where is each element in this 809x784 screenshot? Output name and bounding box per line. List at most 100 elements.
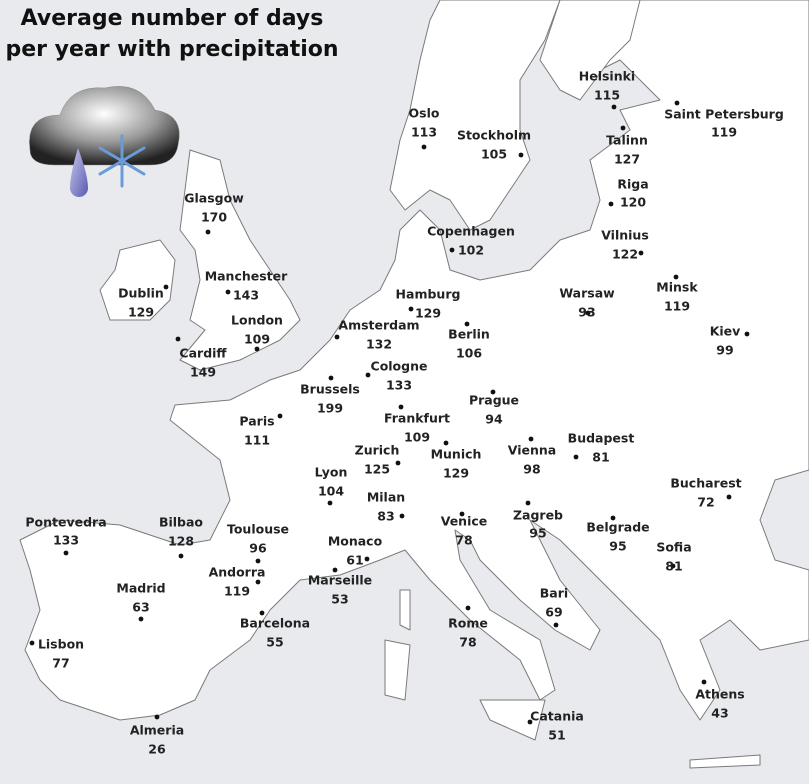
city-name: Copenhagen — [427, 224, 515, 239]
city-days: 115 — [594, 88, 620, 103]
city-name: Budapest — [568, 431, 635, 446]
city-dot — [527, 719, 533, 725]
city-dot — [254, 346, 260, 352]
city-dot — [138, 616, 144, 622]
city-days: 77 — [52, 656, 69, 671]
city-name: Milan — [367, 490, 405, 505]
city-name: Rome — [448, 616, 488, 631]
city-days: 128 — [168, 534, 194, 549]
city-dot — [611, 104, 617, 110]
city-days: 55 — [266, 635, 283, 650]
city-dot — [408, 306, 414, 312]
city-name: Saint Petersburg — [664, 107, 784, 122]
city-days: 99 — [716, 343, 733, 358]
city-dot — [205, 229, 211, 235]
city-name: Zurich — [355, 443, 400, 458]
city-name: Minsk — [656, 280, 698, 295]
city-days: 120 — [620, 195, 646, 210]
city-dot — [328, 375, 334, 381]
title: Average number of days — [21, 6, 324, 31]
city-dot — [744, 331, 750, 337]
city-name: Frankfurt — [384, 411, 450, 426]
city-name: Helsinki — [579, 69, 635, 84]
city-name: Cologne — [371, 359, 428, 374]
city-name: Riga — [617, 177, 648, 192]
city-days: 95 — [609, 539, 626, 554]
city-dot — [465, 605, 471, 611]
city-days: 129 — [128, 305, 154, 320]
city-days: 170 — [201, 210, 227, 225]
city-name: Oslo — [409, 106, 440, 121]
city-days: 149 — [190, 365, 216, 380]
title: per year with precipitation — [5, 37, 338, 62]
city-dot — [673, 274, 679, 280]
city-name: Andorra — [209, 565, 266, 580]
city-dot — [225, 289, 231, 295]
city-days: 78 — [455, 533, 472, 548]
city-days: 109 — [404, 430, 430, 445]
city-days: 96 — [249, 541, 267, 556]
city-dot — [573, 454, 579, 460]
city-name: Zagreb — [513, 508, 563, 523]
city-days: 69 — [545, 605, 562, 620]
city-dot — [585, 310, 591, 316]
city-name: Talinn — [606, 133, 648, 148]
city-dot — [365, 372, 371, 378]
city-dot — [608, 201, 614, 207]
city-name: Stockholm — [457, 128, 531, 143]
city-name: Barcelona — [240, 616, 310, 631]
city-name: Lyon — [315, 465, 348, 480]
city-name: Dublin — [118, 286, 164, 301]
city-dot — [395, 460, 401, 466]
city-days: 132 — [366, 337, 392, 352]
city-name: Pontevedra — [25, 515, 106, 530]
city-days: 43 — [711, 706, 728, 721]
city-dot — [255, 558, 261, 564]
city-dot — [421, 144, 427, 150]
city-dot — [63, 550, 69, 556]
city-days: 63 — [132, 600, 149, 615]
city-dot — [163, 284, 169, 290]
city-days: 83 — [377, 509, 394, 524]
city-name: Glasgow — [184, 191, 244, 206]
city-dot — [701, 679, 707, 685]
city-dot — [259, 610, 265, 616]
city-name: Prague — [469, 393, 519, 408]
city-days: 78 — [459, 635, 476, 650]
city-days: 98 — [523, 462, 540, 477]
city-dot — [332, 567, 338, 573]
city-days: 105 — [481, 147, 507, 162]
city-days: 81 — [665, 559, 682, 574]
city-dot — [29, 640, 35, 646]
city-days: 119 — [711, 125, 737, 140]
city-name: Bilbao — [159, 515, 203, 530]
city-name: Athens — [695, 687, 744, 702]
city-name: Hamburg — [396, 287, 461, 302]
city-dot — [399, 513, 405, 519]
city-dot — [674, 100, 680, 106]
city-name: Vilnius — [601, 228, 649, 243]
city-days: 127 — [614, 152, 640, 167]
city-dot — [175, 336, 181, 342]
city-days: 95 — [529, 526, 546, 541]
city-dot — [620, 125, 626, 131]
city-days: 26 — [148, 742, 166, 757]
city-name: Bucharest — [670, 476, 741, 491]
city-days: 102 — [458, 243, 484, 258]
city-name: Venice — [441, 514, 488, 529]
city-dot — [255, 579, 261, 585]
city-dot — [670, 563, 676, 569]
city-name: Toulouse — [227, 522, 289, 537]
city-dot — [518, 152, 524, 158]
city-dot — [638, 250, 644, 256]
city-days: 81 — [592, 450, 609, 465]
city-dot — [327, 500, 333, 506]
city-name: Warsaw — [559, 286, 615, 301]
city-days: 94 — [485, 412, 503, 427]
city-dot — [459, 511, 465, 517]
city-name: Madrid — [116, 581, 165, 596]
city-days: 125 — [364, 462, 390, 477]
city-name: Monaco — [328, 534, 383, 549]
city-name: Marseille — [308, 573, 372, 588]
